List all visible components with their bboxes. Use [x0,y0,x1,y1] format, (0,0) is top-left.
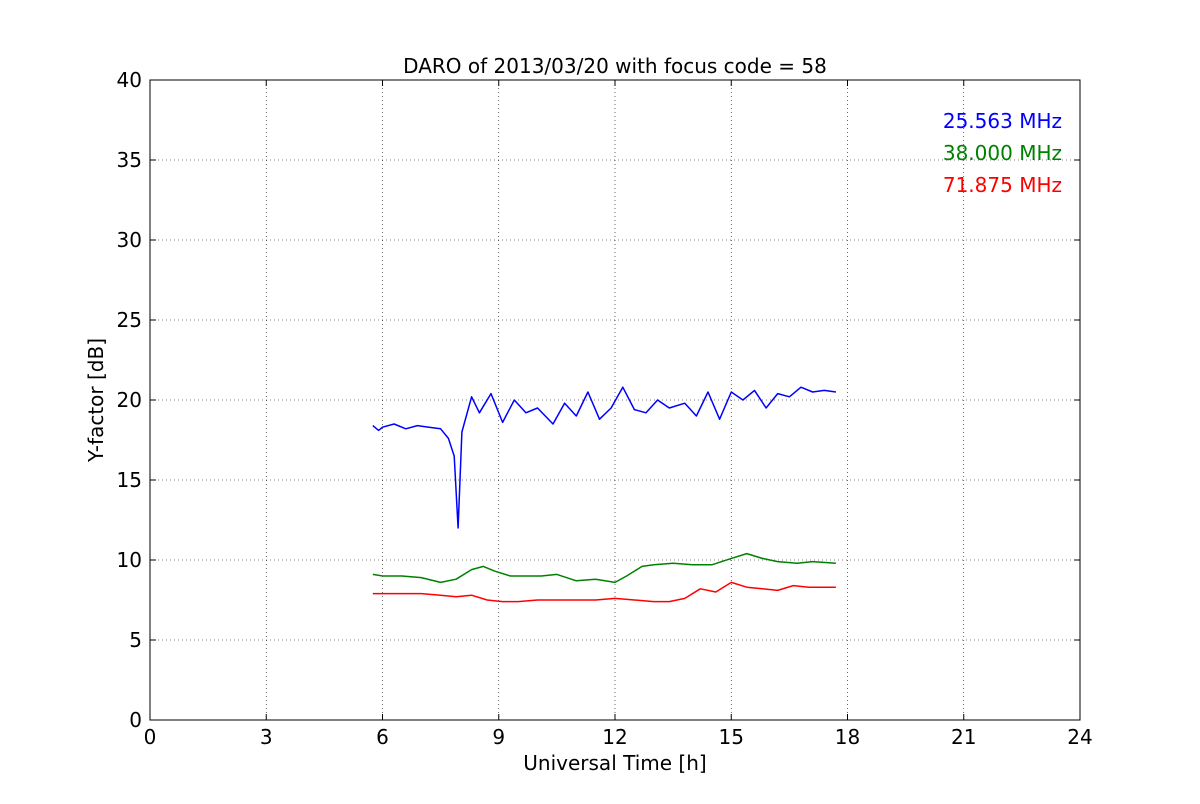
tick-layer: 0 3 6 9 12 15 18 21 24 0 5 10 15 20 25 30 35 40 [117,68,1093,749]
x-axis-label: Universal Time [h] [523,751,706,775]
y-axis-label: Y-factor [dB] [84,338,108,463]
legend-entry-1: 25.563 MHz [943,109,1062,133]
y-tick-label: 25 [117,308,142,332]
legend-entry-2: 38.000 MHz [943,141,1062,165]
x-tick-label: 12 [602,725,627,749]
legend-layer: 25.563 MHz 38.000 MHz 71.875 MHz [943,109,1062,197]
series-line-1 [372,386,837,529]
y-tick-label: 30 [117,228,142,252]
x-tick-label: 24 [1067,725,1092,749]
legend-entry-3: 71.875 MHz [943,173,1062,197]
x-tick-label: 18 [835,725,860,749]
chart-title: DARO of 2013/03/20 with focus code = 58 [403,54,827,78]
series-line-3 [372,581,836,603]
y-tick-label: 20 [117,388,142,412]
x-tick-label: 21 [951,725,976,749]
x-tick-label: 15 [719,725,744,749]
y-tick-label: 40 [117,68,142,92]
x-tick-label: 9 [492,725,505,749]
y-tick-label: 35 [117,148,142,172]
y-tick-label: 0 [129,708,142,732]
series-layer [372,386,837,603]
x-tick-label: 0 [144,725,157,749]
series-line-2 [372,552,836,584]
y-tick-label: 10 [117,548,142,572]
x-tick-label: 6 [376,725,389,749]
y-tick-label: 5 [129,628,142,652]
x-tick-label: 3 [260,725,273,749]
y-tick-label: 15 [117,468,142,492]
